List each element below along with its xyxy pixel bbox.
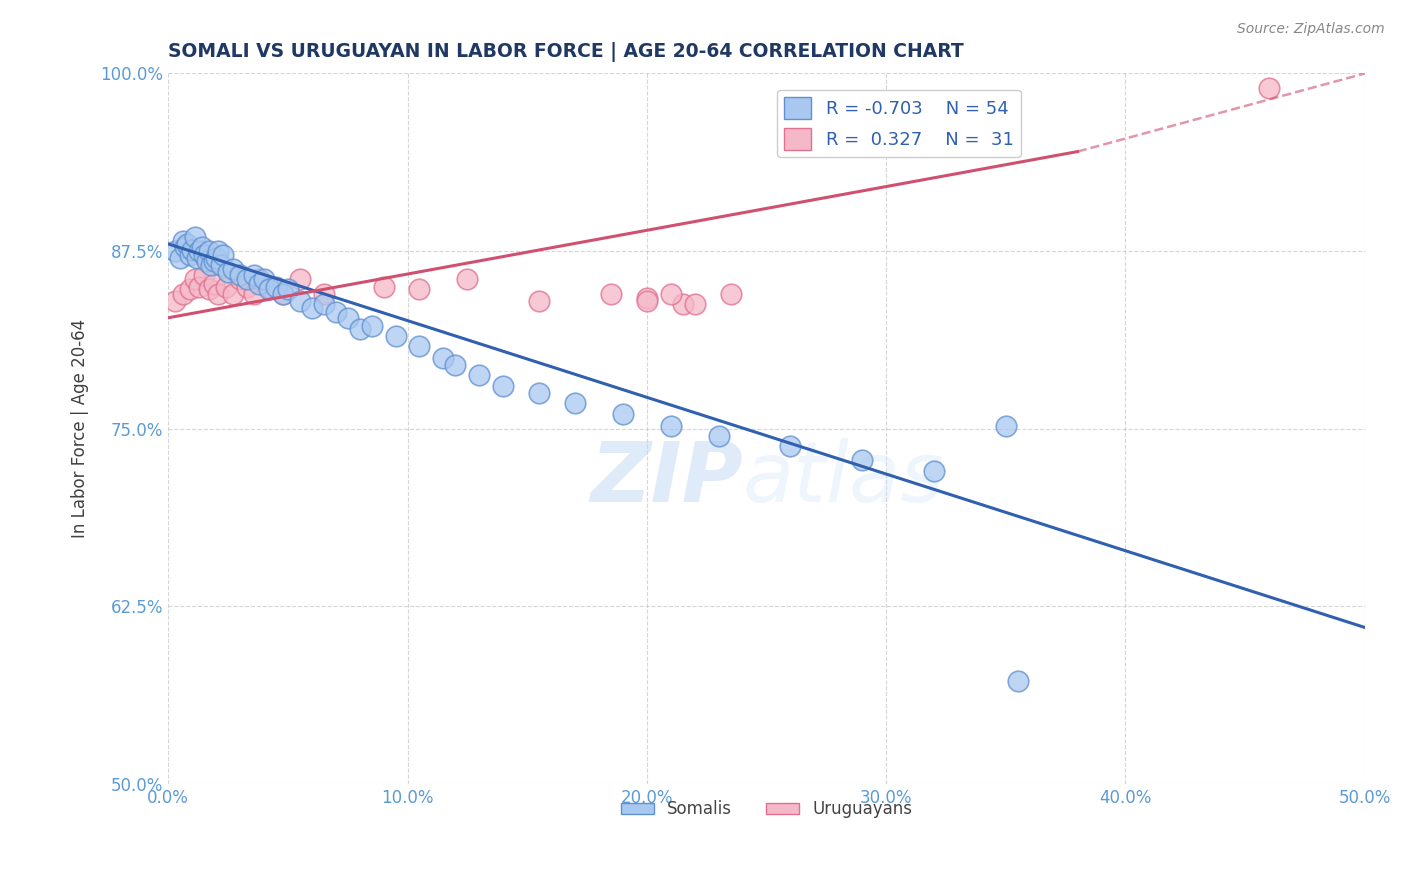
Point xyxy=(243,268,266,282)
Point xyxy=(564,396,586,410)
Point xyxy=(527,293,550,308)
Point xyxy=(456,272,478,286)
Point xyxy=(209,258,232,272)
Point xyxy=(200,258,222,272)
Point xyxy=(236,279,259,293)
Point xyxy=(222,262,245,277)
Point xyxy=(212,248,235,262)
Point xyxy=(257,279,280,293)
Text: ZIP: ZIP xyxy=(591,438,742,519)
Y-axis label: In Labor Force | Age 20-64: In Labor Force | Age 20-64 xyxy=(72,319,89,538)
Point xyxy=(1258,80,1281,95)
Text: Source: ZipAtlas.com: Source: ZipAtlas.com xyxy=(1237,22,1385,37)
Point xyxy=(612,408,634,422)
Point xyxy=(288,272,311,286)
Point xyxy=(271,286,294,301)
Point xyxy=(659,286,682,301)
Point xyxy=(207,286,229,301)
Point xyxy=(165,293,187,308)
Point xyxy=(432,351,454,365)
Point xyxy=(243,286,266,301)
Point xyxy=(183,272,205,286)
Point xyxy=(672,296,695,310)
Point xyxy=(198,282,221,296)
Legend: Somalis, Uruguayans: Somalis, Uruguayans xyxy=(614,794,920,825)
Point xyxy=(277,282,299,296)
Point xyxy=(236,272,259,286)
Point xyxy=(193,268,215,282)
Point xyxy=(198,244,221,258)
Point xyxy=(408,339,430,353)
Text: SOMALI VS URUGUAYAN IN LABOR FORCE | AGE 20-64 CORRELATION CHART: SOMALI VS URUGUAYAN IN LABOR FORCE | AGE… xyxy=(169,42,965,62)
Point xyxy=(336,310,359,325)
Point xyxy=(312,296,335,310)
Point xyxy=(188,244,211,258)
Point xyxy=(181,243,204,257)
Point xyxy=(207,244,229,258)
Point xyxy=(271,286,294,301)
Point xyxy=(288,293,311,308)
Point xyxy=(165,244,187,258)
Point xyxy=(408,282,430,296)
Point xyxy=(720,286,742,301)
Point xyxy=(205,251,228,265)
Point xyxy=(312,286,335,301)
Point xyxy=(214,279,236,293)
Point xyxy=(176,236,198,251)
Point xyxy=(247,272,270,286)
Point xyxy=(264,279,287,293)
Point xyxy=(186,251,208,265)
Point xyxy=(922,464,945,478)
Point xyxy=(349,322,371,336)
Point xyxy=(174,240,197,254)
Point xyxy=(193,248,215,262)
Point xyxy=(600,286,623,301)
Point xyxy=(179,282,201,296)
Point xyxy=(468,368,491,382)
Point xyxy=(253,272,276,286)
Point xyxy=(183,229,205,244)
Point xyxy=(188,279,211,293)
Point xyxy=(360,319,382,334)
Point xyxy=(202,254,225,268)
Point xyxy=(1007,674,1029,689)
Point xyxy=(444,358,467,372)
Point xyxy=(683,296,706,310)
Point xyxy=(373,279,395,293)
Point xyxy=(222,286,245,301)
Point xyxy=(172,286,194,301)
Point xyxy=(636,291,658,305)
Point xyxy=(527,386,550,401)
Point xyxy=(994,418,1017,433)
Point xyxy=(779,439,801,453)
Point xyxy=(851,453,873,467)
Point xyxy=(636,293,658,308)
Point xyxy=(195,254,218,268)
Point xyxy=(217,265,239,279)
Point xyxy=(202,277,225,291)
Point xyxy=(247,277,270,291)
Point xyxy=(325,305,347,319)
Point xyxy=(179,248,201,262)
Point xyxy=(707,428,730,442)
Point xyxy=(169,251,191,265)
Point xyxy=(172,234,194,248)
Text: atlas: atlas xyxy=(742,438,945,519)
Point xyxy=(257,282,280,296)
Point xyxy=(301,301,323,315)
Point xyxy=(229,272,252,286)
Point xyxy=(659,418,682,433)
Point xyxy=(190,240,212,254)
Point xyxy=(492,379,515,393)
Point xyxy=(384,329,406,343)
Point xyxy=(229,268,252,282)
